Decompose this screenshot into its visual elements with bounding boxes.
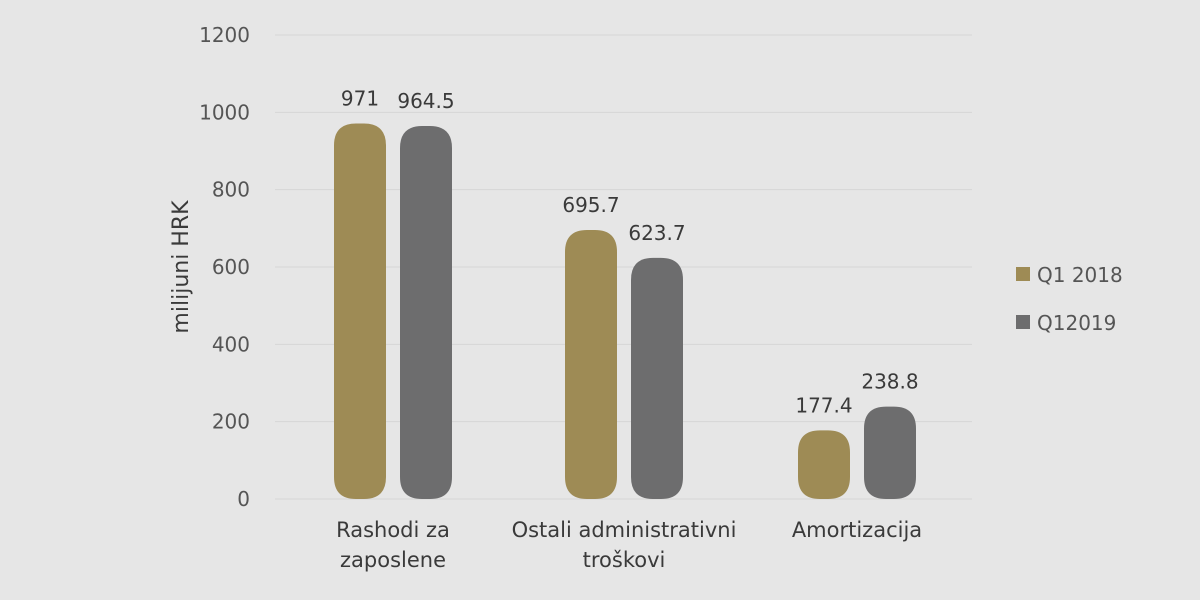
bar-q1-2018-1 — [565, 229, 617, 499]
legend: Q1 2018 Q12019 — [1016, 263, 1123, 335]
data-label: 695.7 — [562, 193, 619, 217]
y-tick-label: 400 — [212, 332, 250, 356]
x-category-label: Rashodi za — [336, 518, 450, 542]
y-tick-label: 600 — [212, 255, 250, 279]
data-label: 177.4 — [795, 393, 852, 417]
y-axis-ticks: 0 200 400 600 800 1000 1200 — [199, 23, 250, 511]
y-tick-label: 200 — [212, 410, 250, 434]
bar-q1-2018-2 — [798, 430, 850, 499]
y-tick-label: 800 — [212, 178, 250, 202]
bar-q12019-0 — [400, 126, 452, 499]
x-category-label: Ostali administrativni — [512, 518, 737, 542]
data-label: 623.7 — [628, 221, 685, 245]
bar-q12019-2 — [864, 406, 916, 499]
bar-q1-2018-0 — [334, 123, 386, 500]
x-axis-categories: Rashodi za zaposlene Ostali administrativn… — [336, 518, 922, 572]
y-tick-label: 1000 — [199, 100, 250, 124]
legend-label: Q12019 — [1037, 311, 1116, 335]
x-category-label: zaposlene — [340, 548, 446, 572]
data-label: 971 — [341, 87, 379, 111]
y-tick-label: 0 — [237, 487, 250, 511]
legend-swatch — [1016, 267, 1030, 281]
y-tick-label: 1200 — [199, 23, 250, 47]
y-axis-title: milijuni HRK — [169, 200, 194, 334]
x-category-label: Amortizacija — [792, 518, 922, 542]
data-label: 238.8 — [861, 370, 918, 394]
x-category-label: troškovi — [583, 548, 666, 572]
bars — [334, 123, 916, 500]
grid-layer — [275, 34, 972, 500]
bar-q12019-1 — [631, 257, 683, 499]
data-labels: 971 695.7 177.4 964.5 623.7 238.8 — [341, 87, 919, 418]
data-label: 964.5 — [397, 89, 454, 113]
legend-swatch — [1016, 315, 1030, 329]
legend-label: Q1 2018 — [1037, 263, 1123, 287]
